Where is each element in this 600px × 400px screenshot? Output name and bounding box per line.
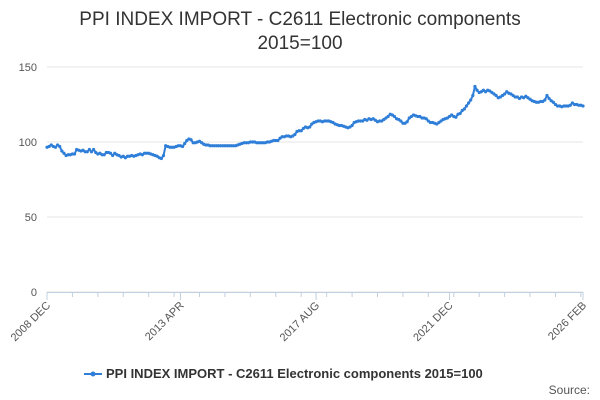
y-tick-label: 100: [19, 137, 37, 149]
source-label: Source:: [548, 383, 590, 397]
data-point[interactable]: [350, 123, 354, 128]
data-point[interactable]: [399, 119, 403, 123]
data-point[interactable]: [392, 114, 397, 119]
data-point[interactable]: [473, 84, 477, 89]
x-tick-label: 2008 DEC: [9, 300, 53, 344]
data-point[interactable]: [543, 98, 547, 102]
data-point[interactable]: [471, 93, 475, 98]
data-point[interactable]: [462, 107, 466, 111]
data-point[interactable]: [454, 115, 458, 119]
data-point[interactable]: [276, 138, 280, 143]
data-point[interactable]: [293, 132, 297, 137]
data-point[interactable]: [189, 138, 193, 142]
data-point[interactable]: [405, 120, 409, 124]
x-tick-label: 2013 APR: [143, 300, 187, 344]
data-point[interactable]: [72, 152, 77, 156]
y-tick-label: 0: [31, 287, 37, 299]
data-point[interactable]: [494, 93, 498, 98]
data-point[interactable]: [581, 104, 585, 108]
grid-lines: [47, 66, 583, 293]
data-point[interactable]: [102, 153, 106, 157]
data-point[interactable]: [299, 129, 303, 133]
legend-label[interactable]: PPI INDEX IMPORT - C2611 Electronic comp…: [106, 366, 483, 381]
data-point[interactable]: [111, 153, 115, 158]
data-point[interactable]: [547, 96, 551, 101]
data-point[interactable]: [161, 153, 166, 158]
chart-title-line1: PPI INDEX IMPORT - C2611 Electronic comp…: [79, 9, 521, 30]
y-tick-label: 150: [19, 62, 37, 74]
data-point[interactable]: [87, 147, 91, 152]
y-tick-label: 50: [25, 212, 37, 224]
x-tick-label: 2021 DEC: [411, 300, 455, 344]
data-point[interactable]: [62, 151, 66, 155]
axes: 0 50 100 150 2008 DEC 2013 APR 2017 AUG 2021 DE…: [9, 62, 589, 344]
data-point[interactable]: [568, 103, 572, 107]
chart-subtitle: 2015=100: [257, 33, 343, 54]
data-point[interactable]: [475, 88, 479, 92]
data-point[interactable]: [85, 150, 89, 154]
legend-marker: [90, 371, 96, 377]
data-point[interactable]: [467, 101, 471, 105]
data-point[interactable]: [53, 145, 58, 149]
data-point[interactable]: [545, 93, 549, 98]
x-tick-label: 2017 AUG: [278, 300, 322, 344]
data-point[interactable]: [464, 104, 469, 108]
series-layer: [45, 84, 585, 161]
chart-title: PPI INDEX IMPORT - C2611 Electronic comp…: [0, 8, 600, 56]
data-point[interactable]: [159, 156, 163, 161]
data-point[interactable]: [551, 100, 555, 104]
data-point[interactable]: [60, 149, 64, 153]
data-point[interactable]: [308, 125, 312, 129]
x-tick-label: 2026 FEB: [546, 300, 589, 343]
data-point[interactable]: [503, 92, 507, 96]
data-point[interactable]: [458, 111, 462, 116]
data-point[interactable]: [386, 114, 390, 119]
legend[interactable]: PPI INDEX IMPORT - C2611 Electronic comp…: [84, 366, 483, 381]
data-point[interactable]: [469, 98, 473, 102]
data-point[interactable]: [58, 144, 62, 149]
data-point[interactable]: [183, 141, 187, 146]
data-point[interactable]: [108, 151, 113, 155]
data-point[interactable]: [89, 150, 94, 154]
data-point[interactable]: [424, 117, 428, 121]
data-point[interactable]: [92, 147, 96, 152]
data-point[interactable]: [180, 144, 185, 149]
